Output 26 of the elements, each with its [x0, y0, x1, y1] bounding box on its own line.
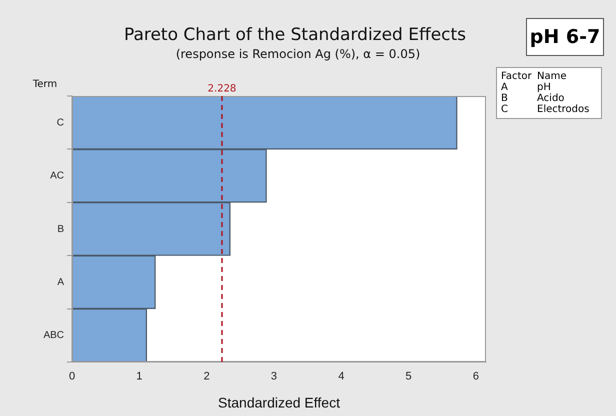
- x-tick-label: 0: [68, 370, 76, 383]
- x-tick-label: 2: [204, 370, 210, 383]
- y-tick-label: ABC: [43, 330, 64, 342]
- y-tick-label: C: [56, 117, 64, 128]
- text: Acido: [537, 93, 566, 104]
- text: Name: [537, 71, 568, 82]
- text: Electrodos: [537, 104, 590, 115]
- text: B: [501, 93, 509, 104]
- text: A: [501, 82, 509, 93]
- x-tick-label: 6: [472, 370, 479, 383]
- text: pH: [537, 82, 551, 93]
- chart-title: Pareto Chart of the Standardized Effects: [124, 25, 466, 45]
- x-axis-title: Standardized Effect: [218, 394, 340, 410]
- y-tick-label: AC: [50, 170, 64, 182]
- x-tick-label: 5: [406, 370, 412, 383]
- y-axis-title: Term: [32, 79, 58, 90]
- text: C: [501, 104, 509, 115]
- x-tick-label: 4: [338, 370, 344, 383]
- text: Factor: [501, 71, 533, 82]
- y-tick-label: B: [57, 224, 64, 235]
- x-tick-label: 3: [270, 370, 278, 383]
- y-tick-label: A: [57, 276, 64, 288]
- text: pH 6-7: [526, 18, 604, 56]
- chart-subtitle: (response is Remocion Ag (%), α = 0.05): [176, 47, 420, 61]
- x-tick-label: 1: [136, 370, 142, 383]
- ref-line-label: 2.228: [208, 84, 236, 95]
